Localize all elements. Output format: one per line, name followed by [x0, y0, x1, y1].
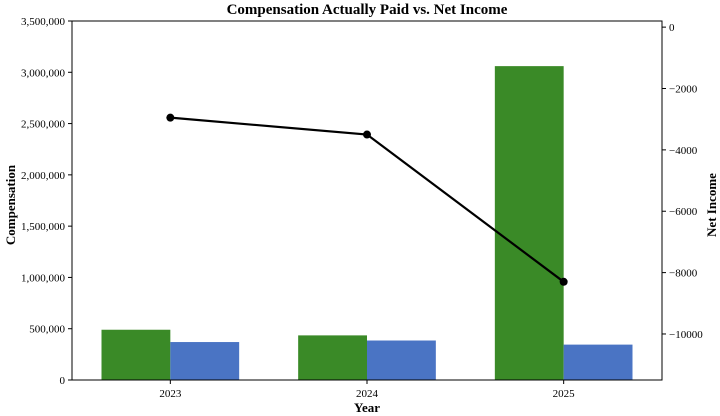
- bar-series2-2024: [367, 340, 436, 380]
- bars-group: [101, 66, 633, 380]
- y2-tick-label: −8000: [669, 268, 698, 280]
- y2-axis-title: Net Income: [704, 173, 719, 237]
- bar-series2-2025: [563, 344, 633, 380]
- plot-frame: [71, 20, 663, 381]
- bar-series1-2025: [494, 66, 564, 380]
- y2-tick-label: −2000: [669, 84, 698, 96]
- y-tick-label: 2,000,000: [21, 170, 66, 182]
- net-income-point-2024: [363, 130, 371, 139]
- net-income-point-2025: [559, 277, 568, 286]
- line-series-group: [166, 113, 568, 286]
- y2-tick-label: −4000: [669, 145, 698, 157]
- y2-tick-label: −10000: [669, 329, 703, 341]
- y2-tick-label: 0: [669, 22, 675, 34]
- chart-title: Compensation Actually Paid vs. Net Incom…: [227, 2, 508, 18]
- x-axis-title: Year: [354, 400, 380, 415]
- y-tick-label: 500,000: [29, 324, 65, 336]
- bar-series2-2023: [170, 342, 240, 380]
- y-tick-label: 0: [60, 375, 66, 387]
- y2-tick-label: −6000: [669, 206, 698, 218]
- x-tick-label: 2025: [553, 388, 576, 400]
- y-tick-label: 3,500,000: [21, 16, 66, 28]
- net-income-point-2023: [166, 113, 175, 122]
- y-axis-title: Compensation: [3, 164, 18, 245]
- y-tick-label: 2,500,000: [21, 119, 66, 131]
- y-tick-label: 1,000,000: [21, 272, 66, 284]
- bar-series1-2023: [101, 329, 171, 380]
- x-tick-label: 2024: [356, 388, 379, 400]
- x-tick-label: 2023: [159, 388, 182, 400]
- y-tick-label: 1,500,000: [21, 221, 66, 233]
- bar-series1-2024: [298, 335, 367, 380]
- y-tick-label: 3,000,000: [21, 67, 66, 79]
- axes-group: 0 500,000 1,000,000 1,500,000 2,000,000 2,500…: [21, 16, 703, 400]
